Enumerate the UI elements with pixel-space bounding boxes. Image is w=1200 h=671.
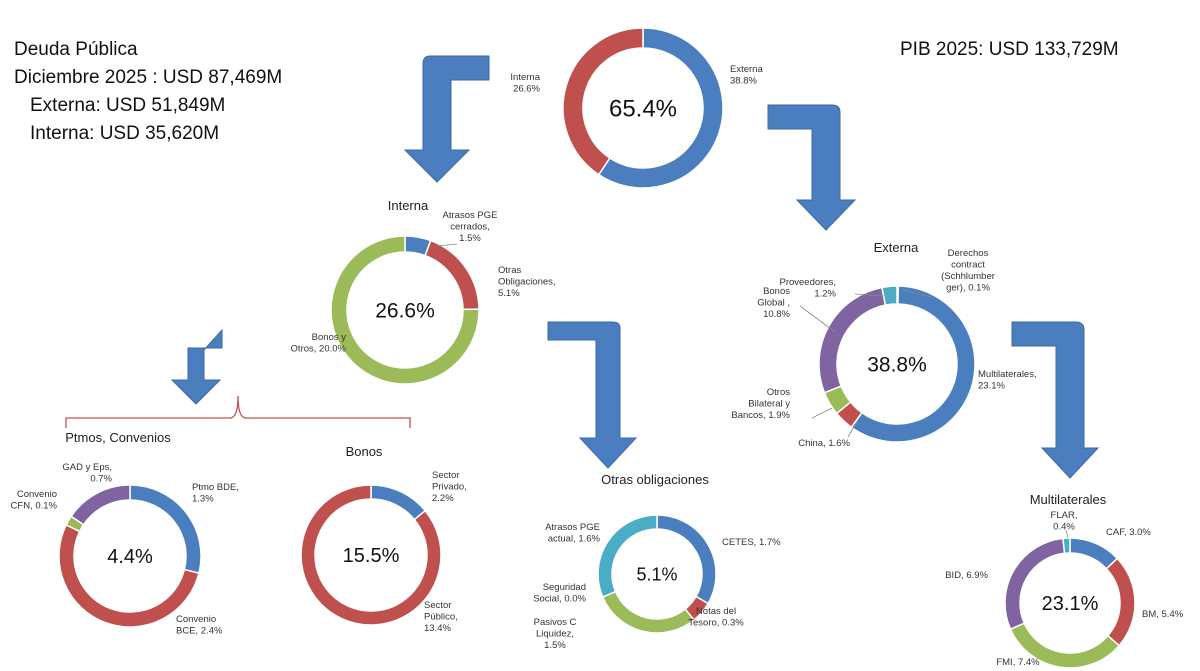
donut-slice bbox=[601, 590, 696, 634]
leader-line bbox=[811, 407, 833, 419]
slice-label: FMI, 7.4% bbox=[996, 657, 1040, 668]
donut-center-label: 23.1% bbox=[1042, 593, 1099, 615]
arrow-to-otras bbox=[547, 321, 638, 469]
slice-label: Derechos contract (Schhlumber ger), 0.1% bbox=[941, 248, 995, 294]
donut-slice bbox=[818, 286, 887, 394]
slice-label: BID, 6.9% bbox=[945, 570, 988, 581]
donut-slice bbox=[850, 285, 976, 443]
donut-title: Multilaterales bbox=[1030, 492, 1107, 507]
leader-line bbox=[1065, 529, 1069, 539]
group-bracket bbox=[65, 395, 411, 428]
leader-line bbox=[902, 289, 936, 299]
slice-label: Atrasos PGE cerrados, 1.5% bbox=[443, 210, 498, 244]
slice-label: CAF, 3.0% bbox=[1106, 527, 1151, 538]
donut-slice bbox=[58, 523, 200, 628]
donut-slice bbox=[597, 27, 724, 189]
donut-center-label: 5.1% bbox=[636, 564, 677, 584]
donut-slice bbox=[1105, 557, 1136, 647]
slice-label: Multilaterales, 23.1% bbox=[978, 369, 1037, 392]
slice-label: Bonos y Otros, 20.0% bbox=[291, 332, 347, 355]
slice-label: Externa 38.8% bbox=[730, 64, 763, 87]
donut-title: Interna bbox=[388, 198, 429, 213]
slice-label: Sector Público, 13.4% bbox=[424, 600, 458, 634]
donut-slice bbox=[597, 514, 658, 598]
donut-title: Bonos bbox=[346, 444, 383, 459]
slice-label: Atrasos PGE actual, 1.6% bbox=[545, 522, 600, 545]
donut-title: Externa bbox=[874, 240, 920, 255]
gdp-text: PIB 2025: USD 133,729M bbox=[900, 39, 1119, 60]
leader-line bbox=[435, 243, 458, 247]
leader-line bbox=[847, 419, 859, 438]
slice-label: FLAR, 0.4% bbox=[1051, 510, 1078, 533]
slice-label: BM, 5.4% bbox=[1142, 609, 1184, 620]
donut-slice bbox=[370, 484, 427, 521]
slice-label: CETES, 1.7% bbox=[722, 537, 781, 548]
slice-label: Convenio CFN, 0.1% bbox=[11, 489, 58, 512]
slice-label: Seguridad Social, 0.0% bbox=[533, 582, 586, 605]
donut-chart-3: 4.4% Ptmos, Convenios Ptmo BDE, 1.3% Conveni… bbox=[11, 430, 239, 637]
leader-line bbox=[854, 293, 885, 297]
leader-line bbox=[799, 305, 836, 333]
arrow-to-ptmos bbox=[170, 328, 223, 405]
flow-arrows bbox=[170, 55, 1100, 479]
donut-chart-4: 15.5% Bonos Sector Privado, 2.2% Sector Públic… bbox=[300, 444, 467, 634]
slice-label: Notas del Tesoro, 0.3% bbox=[688, 606, 744, 629]
donut-chart-6: 23.1% Multilaterales CAF, 3.0% BM, 5.4% FMI,… bbox=[945, 492, 1184, 669]
donut-slice bbox=[656, 514, 717, 605]
slice-label: Ptmo BDE, 1.3% bbox=[192, 482, 239, 505]
donut-title: Otras obligaciones bbox=[601, 472, 709, 487]
donut-chart-0: 65.4% Externa 38.8% Interna 26.6% bbox=[510, 27, 763, 189]
donut-center-label: 15.5% bbox=[343, 545, 400, 567]
slice-label: Pasivos C Liquidez, 1.5% bbox=[534, 617, 577, 651]
internal-debt-text: Interna: USD 35,620M bbox=[30, 123, 220, 144]
donut-chart-2: 38.8% Externa Derechos contract (Schhlumber g… bbox=[731, 240, 1036, 449]
slice-label: Otros Bilateral y Bancos, 1.9% bbox=[731, 387, 790, 421]
arrow-to-interna bbox=[403, 55, 490, 183]
donut-center-label: 38.8% bbox=[867, 354, 927, 377]
slice-label: GAD y Eps, 0.7% bbox=[62, 462, 112, 485]
donut-chart-1: 26.6% Interna Atrasos PGE cerrados, 1.5%Otra… bbox=[291, 198, 556, 385]
donut-slice bbox=[300, 484, 442, 626]
donut-slice bbox=[881, 285, 898, 307]
slice-label: Proveedores, 1.2% bbox=[779, 277, 836, 300]
slice-label: Convenio BCE, 2.4% bbox=[176, 614, 223, 637]
slice-label: Sector Privado, 2.2% bbox=[432, 470, 467, 504]
total-debt-text: Diciembre 2025 : USD 87,469M bbox=[14, 67, 283, 88]
arrow-to-externa bbox=[767, 104, 857, 231]
donut-chart-5: 5.1% Otras obligaciones CETES, 1.7% Notas d… bbox=[533, 472, 781, 651]
title-text: Deuda Pública bbox=[14, 39, 138, 60]
donut-slice bbox=[1004, 537, 1066, 631]
donut-slice bbox=[562, 27, 644, 176]
external-debt-text: Externa: USD 51,849M bbox=[30, 95, 226, 116]
arrow-to-multilaterales bbox=[1011, 321, 1100, 479]
slice-label: China, 1.6% bbox=[798, 438, 850, 449]
slice-label: Bonos Global , 10.8% bbox=[757, 286, 790, 320]
donut-center-label: 4.4% bbox=[107, 546, 153, 568]
slice-label: Interna 26.6% bbox=[510, 72, 540, 95]
donut-slice bbox=[330, 235, 480, 385]
donut-slice bbox=[1062, 537, 1071, 555]
donut-title: Ptmos, Convenios bbox=[65, 430, 171, 445]
donut-slice bbox=[70, 484, 131, 526]
slice-label: Otras Obligaciones, 5.1% bbox=[498, 265, 556, 299]
donut-center-label: 26.6% bbox=[375, 300, 435, 323]
donut-center-label: 65.4% bbox=[609, 96, 677, 123]
